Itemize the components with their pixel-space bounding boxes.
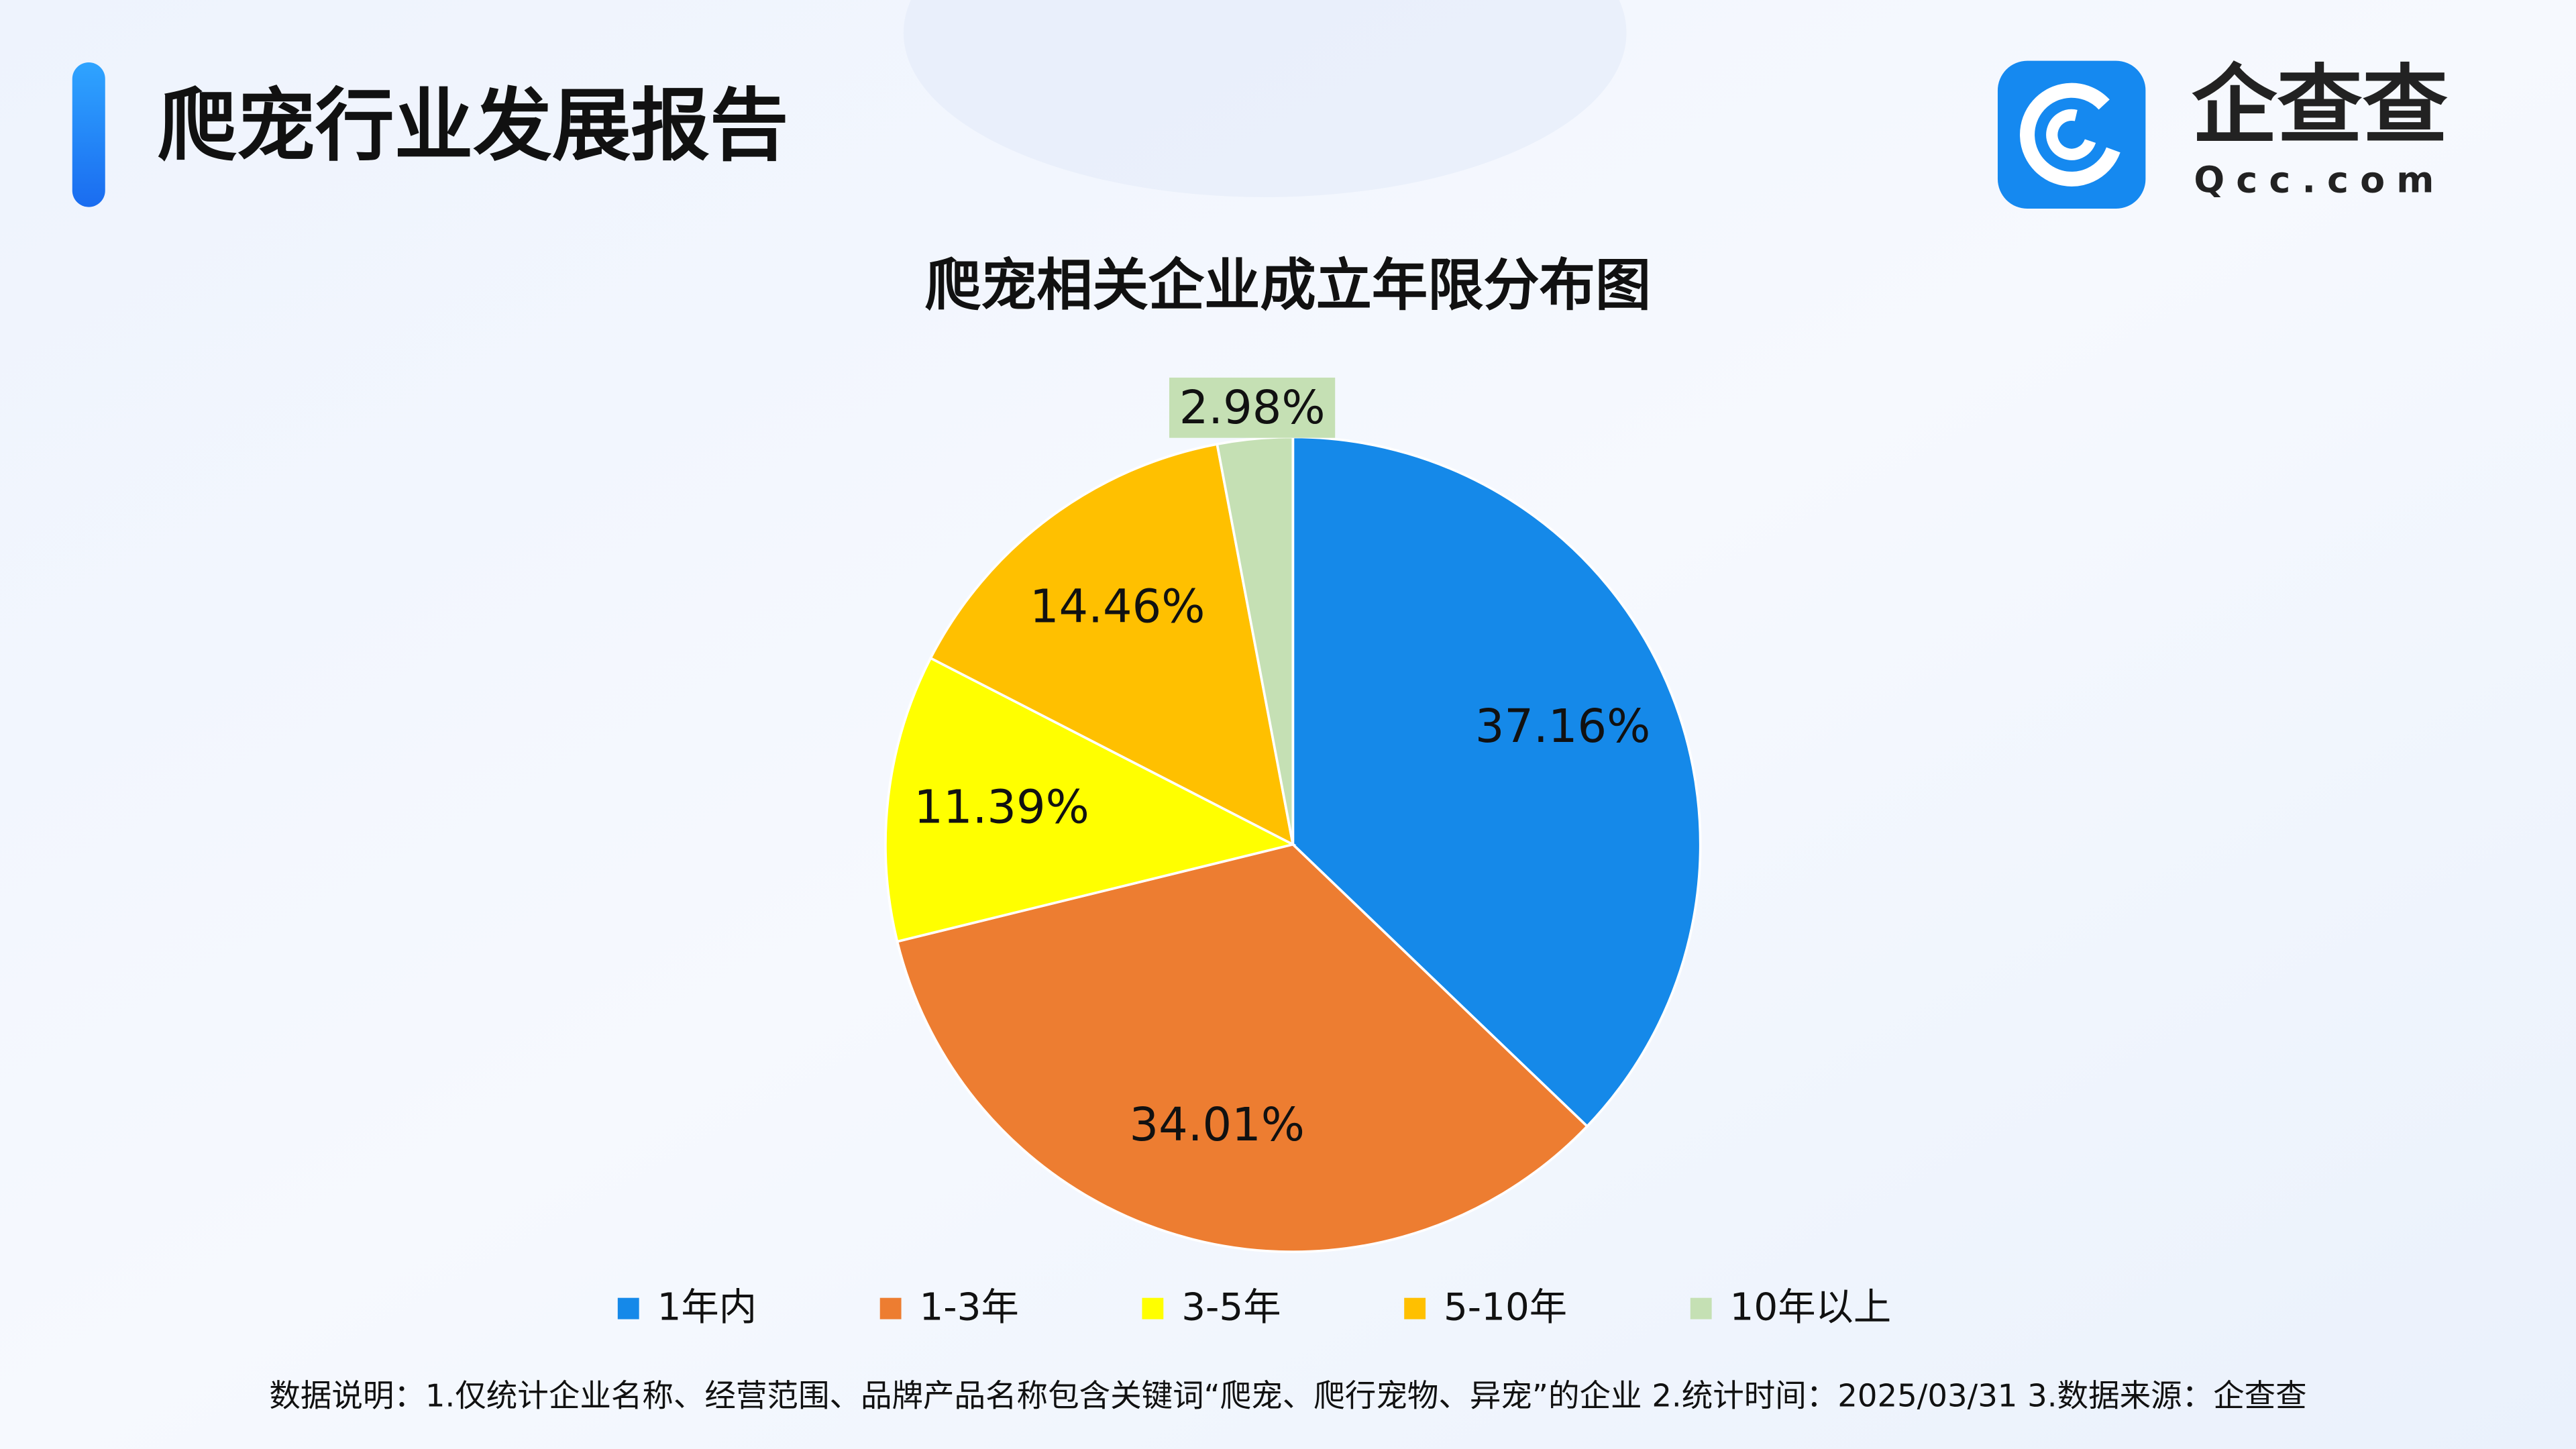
header-accent [72,62,105,207]
pie: 37.16% 34.01% 11.39% 14.46% 2.98% [884,377,1702,1253]
logo: 企查查 Qcc.com [1997,56,2448,209]
pie-slice [884,656,1297,943]
logo-ring-inner [2046,109,2098,160]
pie-slice [928,442,1295,847]
legend-swatch [879,1297,902,1320]
legend-swatch [1404,1297,1426,1320]
legend-swatch [1142,1297,1164,1320]
data-label-background [1169,377,1336,438]
legend-label: 3-5年 [1181,1285,1281,1329]
legend-swatch [617,1297,639,1320]
footnote: 数据说明：1.仅统计企业名称、经营范围、品牌产品名称包含关键词“爬宠、爬行宠物、… [269,1378,2306,1414]
legend-swatch [1690,1297,1712,1320]
logo-icon [1997,60,2146,209]
data-label: 2.98% [1179,381,1326,435]
logo-domain: Qcc.com [2194,158,2445,201]
data-label: 14.46% [1030,580,1205,633]
legend-label: 1-3年 [919,1285,1018,1329]
header-title: 爬宠行业发展报告 [158,80,788,172]
data-label: 11.39% [914,781,1089,835]
legend-label: 1年内 [657,1285,757,1329]
chart-title: 爬宠相关企业成立年限分布图 [925,253,1651,318]
legend: 1年内 1-3年 3-5年 5-10年 10年以上 [617,1285,1892,1329]
data-label: 34.01% [1129,1098,1304,1152]
legend-label: 10年以上 [1730,1285,1892,1329]
pie-slice [1291,435,1702,1128]
logo-ring [2020,83,2124,186]
data-label: 37.16% [1475,700,1650,753]
legend-label: 5-10年 [1444,1285,1567,1329]
background-glow [904,0,1627,197]
logo-name: 企查查 [2192,56,2448,156]
pie-slice [896,843,1589,1253]
